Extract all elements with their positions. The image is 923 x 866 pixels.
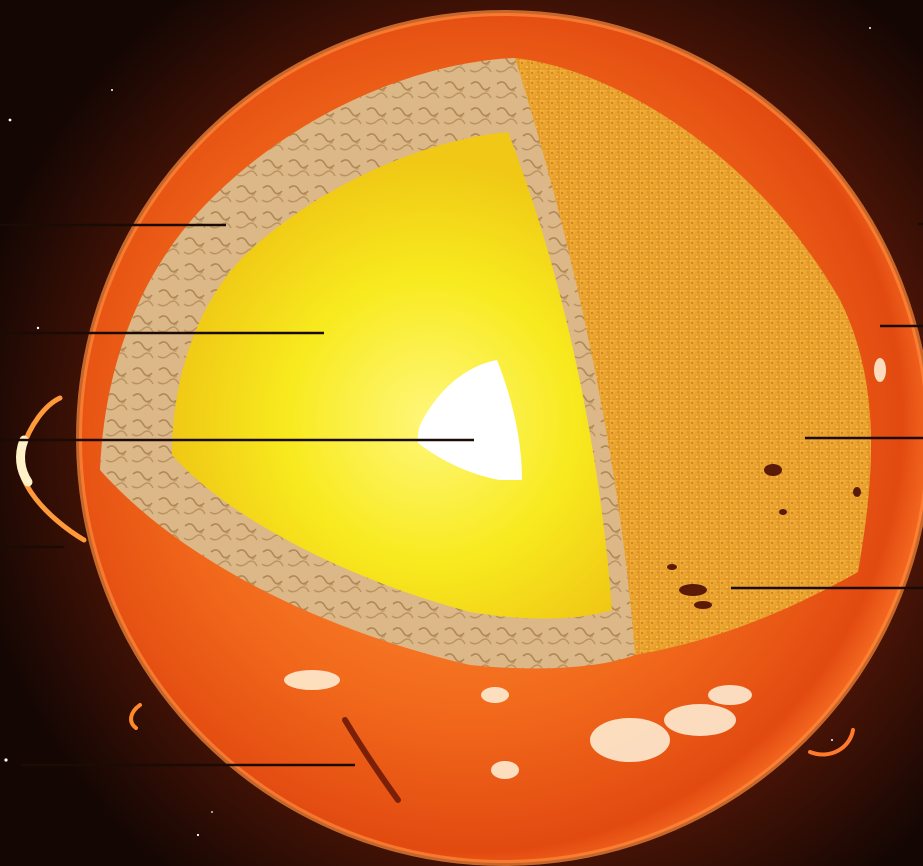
faculae (284, 358, 886, 779)
core (417, 360, 522, 480)
sunspots (667, 464, 861, 609)
filament (342, 717, 401, 803)
stars (4, 27, 871, 837)
pointer-lines (0, 222, 923, 767)
radiative-zone (172, 132, 612, 619)
prominence (16, 395, 855, 757)
photosphere-rim (76, 10, 923, 866)
